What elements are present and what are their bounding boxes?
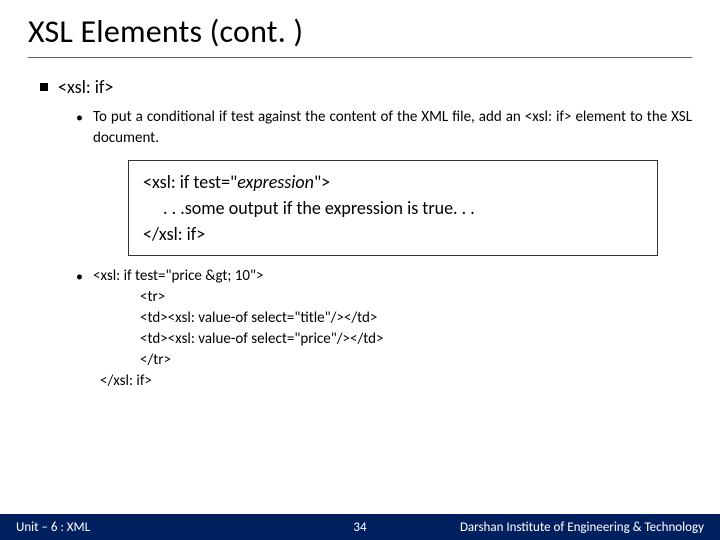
slide-footer: Unit – 6 : XML 34 Darshan Institute of E…	[0, 514, 720, 540]
bullet-level1: <xsl: if> • To put a conditional if test…	[40, 76, 692, 392]
code-expression: expression	[237, 171, 314, 193]
code-line-2: . . .some output if the expression is tr…	[143, 195, 643, 221]
description-text: To put a conditional if test against the…	[93, 107, 692, 148]
footer-institute: Darshan Institute of Engineering & Techn…	[436, 520, 704, 535]
example-line-1: <tr>	[140, 287, 692, 308]
syntax-code-box: <xsl: if test="expression"> . . .some ou…	[128, 160, 658, 256]
example-tail: </xsl: if>	[100, 371, 692, 392]
code-line-3: </xsl: if>	[143, 221, 643, 247]
main-bullet-text: <xsl: if>	[58, 76, 113, 99]
bullet-level2-example: • <xsl: if test="price &gt; 10"> <tr> <t…	[76, 266, 692, 392]
example-head: <xsl: if test="price &gt; 10">	[93, 266, 263, 287]
example-line-4: </tr>	[140, 350, 692, 371]
code-open-tag: <xsl: if test="	[143, 171, 237, 193]
code-line-1: <xsl: if test="expression">	[143, 169, 643, 195]
dot-bullet-icon: •	[76, 111, 83, 125]
dot-bullet-icon: •	[76, 270, 83, 284]
bullet-level2-desc: • To put a conditional if test against t…	[76, 107, 692, 148]
slide-title: XSL Elements (cont. )	[28, 12, 692, 58]
example-line-3: <td><xsl: value-of select="price"/></td>	[140, 329, 692, 350]
example-line-2: <td><xsl: value-of select="title"/></td>	[140, 308, 692, 329]
code-close-bracket: ">	[314, 171, 330, 193]
square-bullet-icon	[40, 83, 48, 91]
footer-page-number: 34	[353, 520, 366, 535]
footer-unit: Unit – 6 : XML	[16, 520, 90, 535]
